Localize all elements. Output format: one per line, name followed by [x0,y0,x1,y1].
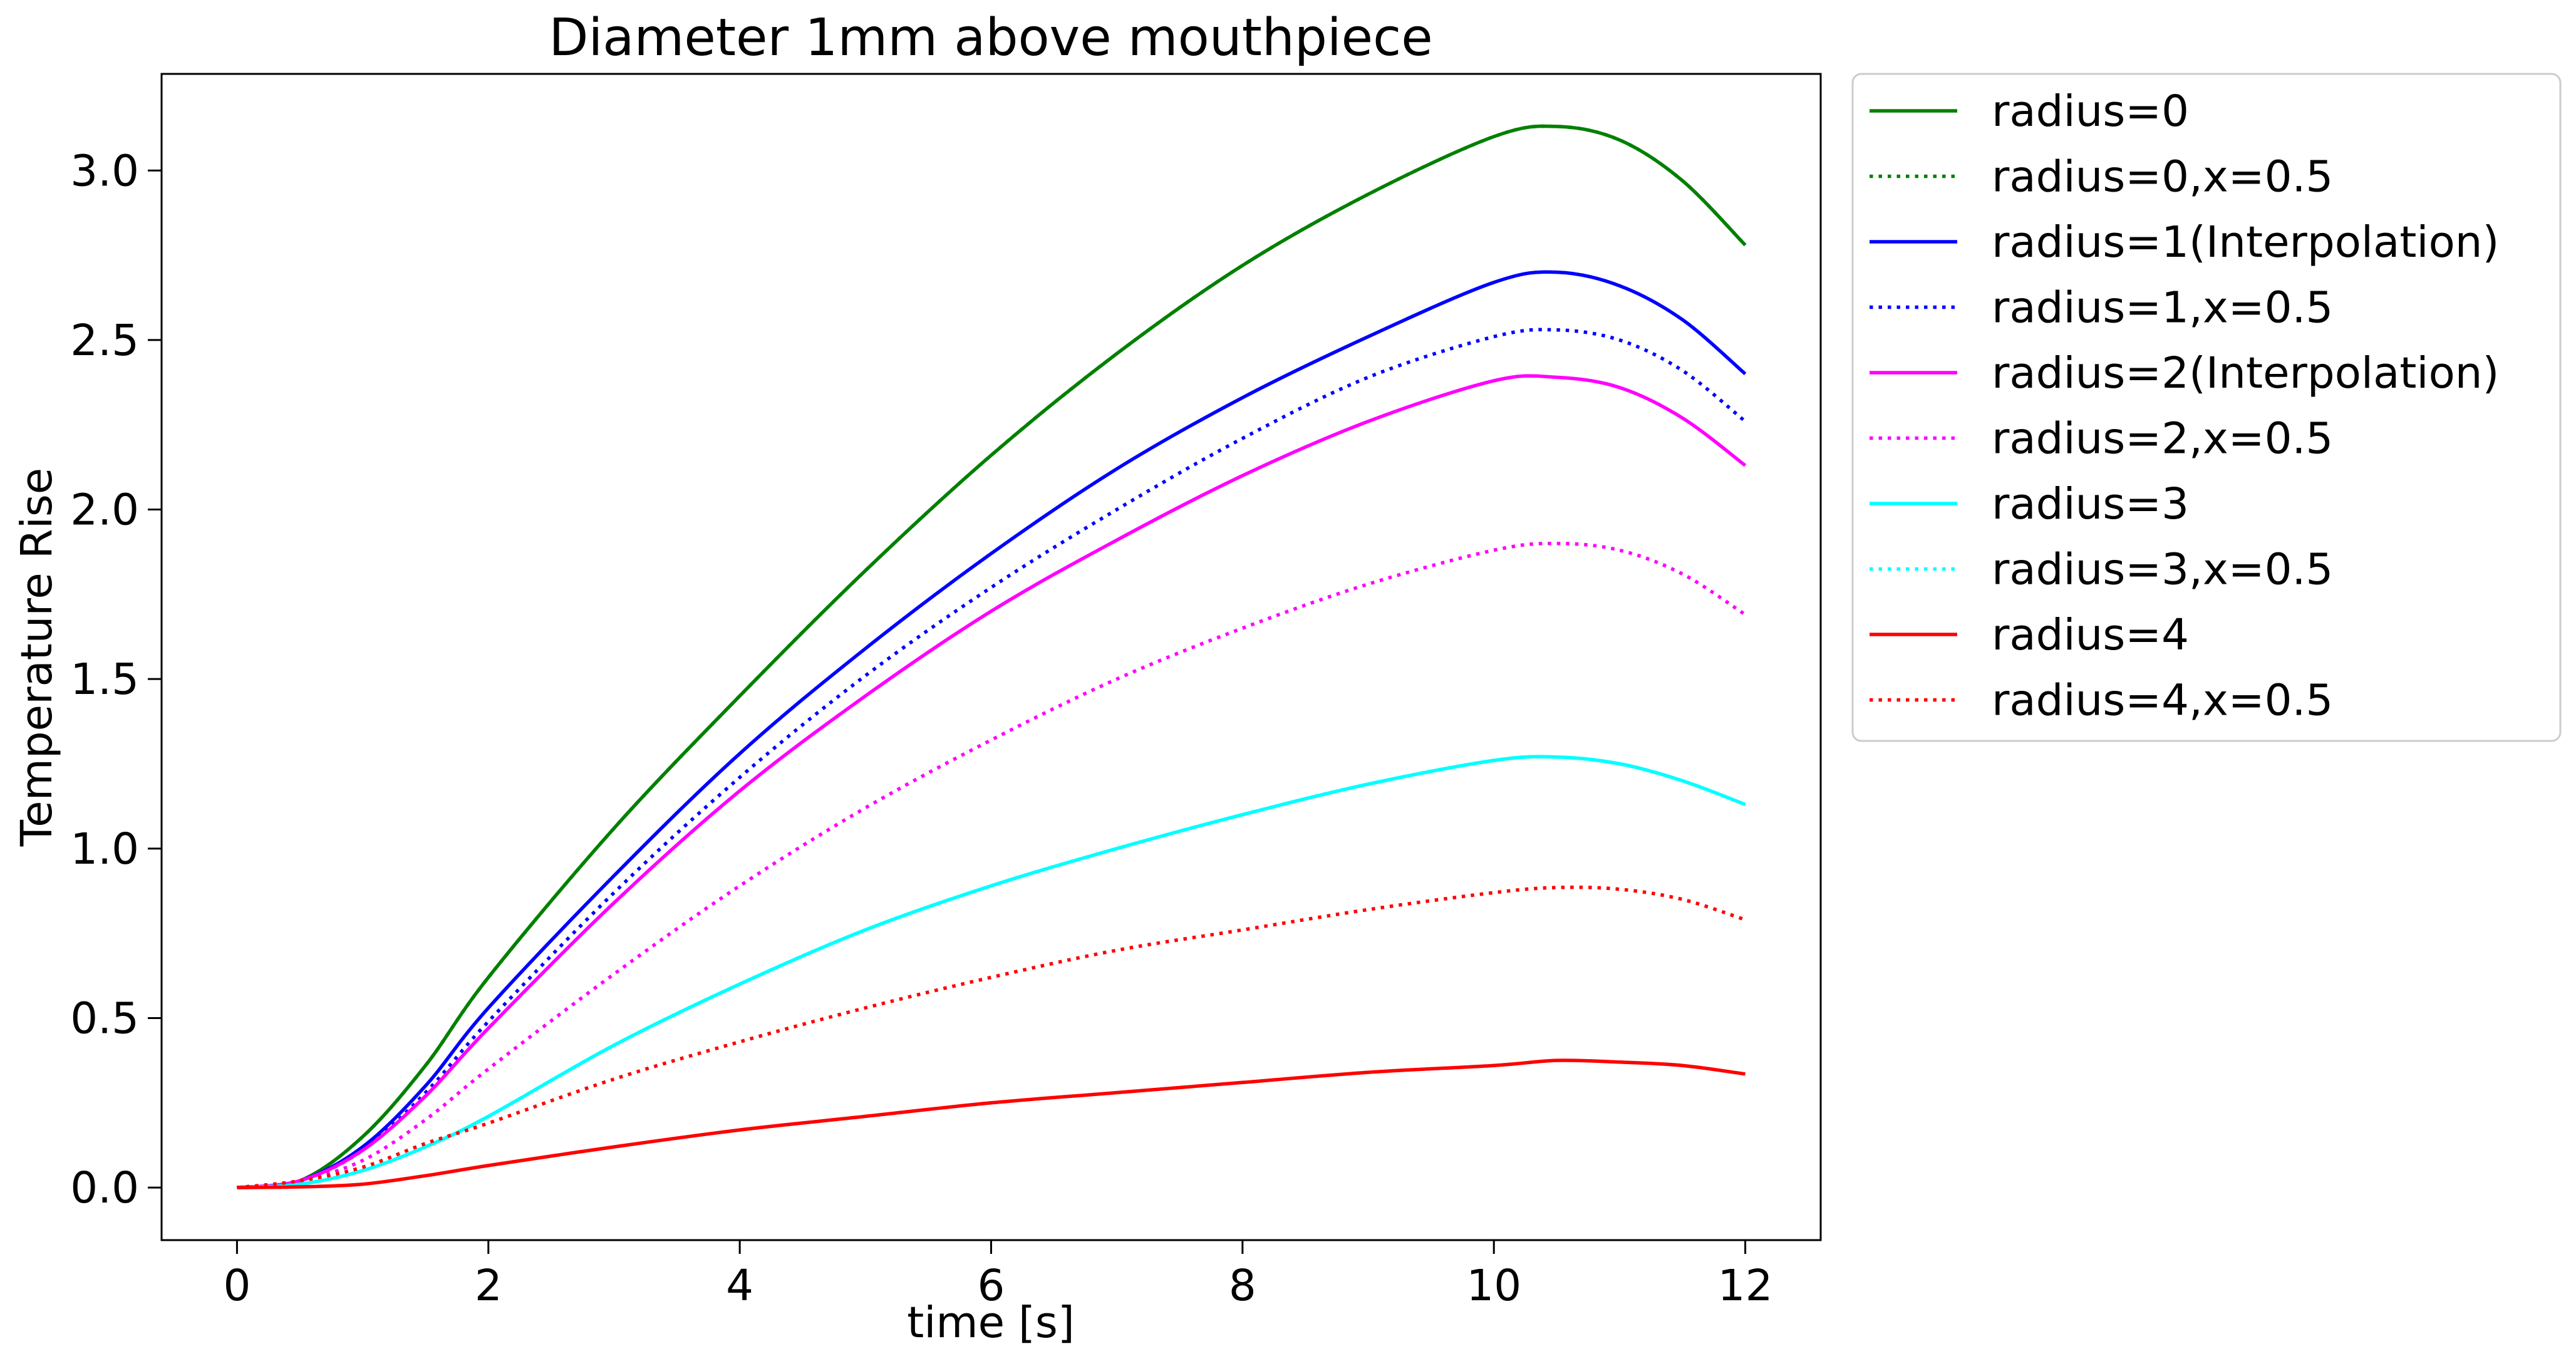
legend-entry-radius-0-x-0-5: radius=0,x=0.5 [1870,152,2333,202]
legend-entry-radius-3-x-0-5: radius=3,x=0.5 [1870,545,2333,595]
chart-title: Diameter 1mm above mouthpiece [549,8,1432,68]
legend-entry-radius-1-interpolation: radius=1(Interpolation) [1870,217,2499,267]
series-line-radius-3-x-0-5 [237,755,1746,1189]
y-tick-label: 1.0 [70,824,139,874]
y-tick-label: 3.0 [70,146,139,196]
series-line-radius-2-x-0-5 [237,541,1747,1189]
legend: radius=0 radius=0,x=0.5 radius=1(Interpola… [1851,73,2562,742]
legend-label-radius-0-x-0-5: radius=0,x=0.5 [1992,152,2333,202]
x-tick-label: 2 [475,1261,502,1311]
legend-entry-radius-4-x-0-5: radius=4,x=0.5 [1870,676,2333,726]
legend-entry-radius-4: radius=4 [1870,610,2189,660]
legend-label-radius-1-x-0-5: radius=1,x=0.5 [1992,283,2333,333]
legend-label-radius-2-interpolation: radius=2(Interpolation) [1992,348,2499,398]
x-tick-label: 6 [978,1261,1005,1311]
legend-entry-radius-1-x-0-5: radius=1,x=0.5 [1870,283,2333,333]
y-tick-label: 2.5 [70,316,139,366]
y-axis-label: Temperature Rise [12,468,62,847]
x-tick-label: 8 [1229,1261,1256,1311]
legend-entry-radius-2-x-0-5: radius=2,x=0.5 [1870,414,2333,464]
series-line-radius-1-interpolation [237,270,1747,1189]
legend-frame [1851,73,2562,742]
legend-label-radius-1-interpolation: radius=1(Interpolation) [1992,217,2499,267]
series-line-radius-1-x-0-5 [237,328,1747,1189]
legend-label-radius-0: radius=0 [1992,86,2189,137]
legend-label-radius-3-x-0-5: radius=3,x=0.5 [1992,545,2333,595]
x-tick-label: 4 [726,1261,753,1311]
plot-area [237,124,1747,1189]
legend-entry-radius-3: radius=3 [1870,479,2189,529]
series-line-radius-4 [237,1058,1746,1189]
y-tick-label: 0.0 [70,1163,139,1213]
legend-entry-radius-0: radius=0 [1870,86,2189,137]
x-tick-label: 12 [1718,1261,1773,1311]
legend-label-radius-2-x-0-5: radius=2,x=0.5 [1992,414,2333,464]
legend-label-radius-3: radius=3 [1992,479,2189,529]
series-line-radius-0-x-0-5 [237,124,1747,1189]
legend-entry-radius-2-interpolation: radius=2(Interpolation) [1870,348,2499,398]
y-tick-label: 2.0 [70,485,139,536]
legend-label-radius-4: radius=4 [1992,610,2189,660]
x-axis-label: time [s] [907,1298,1075,1348]
y-axis: 0.0 0.5 1.0 1.5 2.0 2.5 3.0 [70,146,162,1213]
x-tick-label: 0 [223,1261,251,1311]
legend-label-radius-4-x-0-5: radius=4,x=0.5 [1992,676,2333,726]
x-tick-label: 10 [1466,1261,1521,1311]
y-tick-label: 1.5 [70,655,139,705]
y-tick-label: 0.5 [70,993,139,1043]
series-line-radius-2-interpolation [237,374,1747,1189]
x-axis: 0 2 4 6 8 10 12 [223,1240,1772,1311]
